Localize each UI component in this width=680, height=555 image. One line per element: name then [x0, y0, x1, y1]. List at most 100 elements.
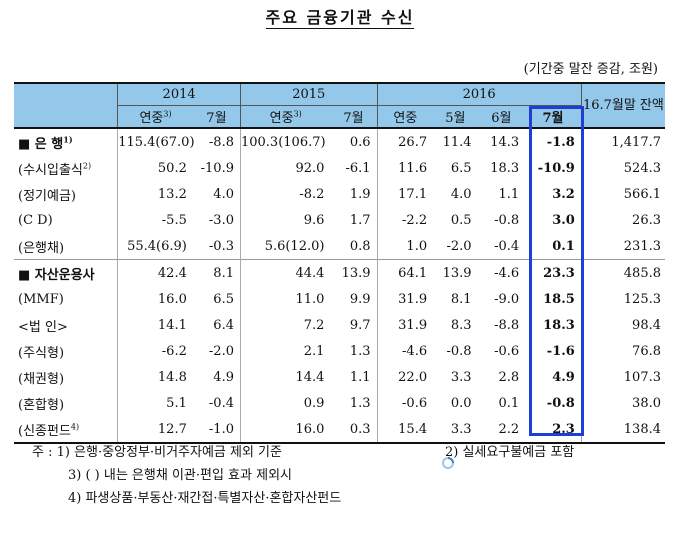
table-cell: 6.5 — [192, 286, 241, 312]
table-row: <법 인> 14.1 6.4 7.2 9.7 31.9 8.3 -8.8 18.3 98.4 — [14, 312, 665, 338]
table-cell: 5.1 — [166, 395, 187, 411]
footnote-3: 3) ( ) 내는 은행채 이관·편입 효과 제외시 — [68, 468, 292, 483]
table-cell: 18.3 — [525, 312, 582, 338]
table-row: ■ 은 행1) 115.4(67.0) -8.8 100.3(106.7) 0.6 26.… — [14, 127, 665, 155]
table-cell: -9.0 — [494, 291, 520, 307]
footnote-4: 4) 파생상품·부동산·재간접·특별자산·혼합자산펀드 — [68, 491, 342, 506]
header-2016-jun: 6월 — [477, 105, 526, 128]
table-cell: 231.3 — [623, 238, 661, 254]
table-cell: 0.1 — [525, 233, 582, 260]
table-cell: 4.9 — [525, 364, 582, 390]
table-cell: 6.4 — [192, 312, 241, 338]
table-cell: 15.4 — [398, 421, 428, 437]
table-cell: 6.5 — [450, 160, 472, 176]
table-cell: -0.8 — [446, 343, 472, 359]
page-title: 주요 금융기관 수신 — [265, 8, 415, 29]
header-2016-may: 5월 — [433, 105, 478, 128]
table-cell: 4.0 — [192, 181, 241, 207]
table-cell: -6.2 — [161, 343, 187, 359]
table-cell: 1.1 — [330, 364, 378, 390]
table-row: (정기예금) 13.2 4.0 -8.2 1.9 17.1 4.0 1.1 3.2 566.1 — [14, 181, 665, 207]
unit-label: (기간중 말잔 증감, 조원) — [523, 62, 658, 77]
table-cell: 524.3 — [623, 160, 661, 176]
table-cell: 14.8 — [157, 369, 187, 385]
table-cell: 16.0 — [295, 421, 325, 437]
table-cell: 26.7 — [377, 127, 434, 155]
table-cell: 11.6 — [398, 160, 428, 176]
table-cell: 12.7 — [157, 421, 187, 437]
table-cell: 100.3(106.7) — [240, 127, 331, 155]
table-cell: -10.9 — [192, 155, 241, 181]
table-cell: -0.4 — [192, 390, 241, 416]
header-year-2016: 2016 — [377, 83, 582, 106]
table-cell: -0.4 — [494, 238, 520, 254]
header-year-2015: 2015 — [240, 83, 378, 106]
table-cell: 13.9 — [330, 259, 378, 286]
footnotes: 주 : 1) 은행·중앙정부·비거주자예금 제외 기준 3) ( ) 내는 은행… — [32, 441, 341, 510]
table-cell: -4.6 — [477, 259, 526, 286]
header-2016-annual: 연중 — [377, 105, 434, 128]
table-cell: -0.6 — [494, 343, 520, 359]
row-label: (정기예금) — [14, 181, 119, 207]
table-cell: -1.6 — [525, 338, 582, 364]
table-cell: -8.2 — [299, 186, 325, 202]
table-row: (수시입출식2) 50.2 -10.9 92.0 -6.1 11.6 6.5 18.3 -10.… — [14, 155, 665, 181]
footnote-1: 주 : 1) 은행·중앙정부·비거주자예금 제외 기준 — [32, 445, 282, 460]
table-cell: 31.9 — [398, 317, 428, 333]
table-row: (혼합형) 5.1 -0.4 0.9 1.3 -0.6 0.0 0.1 -0.8 38.0 — [14, 390, 665, 416]
table-cell: 2.1 — [303, 343, 325, 359]
table-cell: 0.5 — [450, 212, 472, 228]
row-label: (채권형) — [14, 364, 119, 390]
table-row: ■ 자산운용사 42.4 8.1 44.4 13.9 64.1 13.9 -4.6 23.3 48… — [14, 259, 665, 286]
table-cell: 38.0 — [632, 395, 661, 411]
loading-cursor-icon — [442, 457, 454, 469]
table-cell: 9.6 — [303, 212, 325, 228]
deposit-table: 2014 2015 2016 16.7월말 잔액 연중3) 7월 연중3) 7월… — [14, 82, 665, 444]
table-cell: 8.1 — [450, 291, 472, 307]
header-2016-jul: 7월 — [525, 105, 582, 128]
header-year-2014: 2014 — [117, 83, 241, 106]
table-cell: 44.4 — [240, 259, 331, 286]
row-label: (주식형) — [14, 338, 119, 364]
table-cell: 1.9 — [330, 181, 378, 207]
header-2014-annual: 연중3) — [117, 105, 193, 128]
table-cell: 42.4 — [117, 259, 193, 286]
table-cell: 55.4(6.9) — [127, 238, 187, 254]
table-cell: 64.1 — [377, 259, 434, 286]
table-cell: 22.0 — [398, 369, 428, 385]
table-row: (은행채) 55.4(6.9) -0.3 5.6(12.0) 0.8 1.0 -2.0 -0.… — [14, 233, 665, 260]
table-cell: 8.3 — [450, 317, 472, 333]
table-row: (MMF) 16.0 6.5 11.0 9.9 31.9 8.1 -9.0 18.5 125.3 — [14, 286, 665, 312]
row-label: (신종펀드4) — [14, 416, 119, 443]
header-2014-jul: 7월 — [192, 105, 241, 128]
table-cell: 76.8 — [632, 343, 661, 359]
table-cell: 0.6 — [330, 127, 378, 155]
table-cell: 107.3 — [623, 369, 661, 385]
row-label: (C D) — [14, 207, 119, 233]
table-cell: 2.8 — [498, 369, 520, 385]
table-cell: 26.3 — [632, 212, 661, 228]
table-cell: 23.3 — [525, 259, 582, 286]
table-cell: 4.0 — [450, 186, 472, 202]
table-cell: 1.3 — [330, 338, 378, 364]
table-cell: 566.1 — [623, 186, 661, 202]
table-cell: 0.1 — [498, 395, 520, 411]
table-cell: 125.3 — [623, 291, 661, 307]
row-label: <법 인> — [14, 312, 119, 338]
table-cell: 9.7 — [330, 312, 378, 338]
table-cell: -2.0 — [446, 238, 472, 254]
table-cell: 3.3 — [450, 369, 472, 385]
table-cell: 2.3 — [525, 416, 582, 443]
table-row: (신종펀드4) 12.7 -1.0 16.0 0.3 15.4 3.3 2.2 2.3 138.4 — [14, 416, 665, 443]
table-cell: 2.2 — [498, 421, 520, 437]
table-cell: 0.9 — [303, 395, 325, 411]
table-cell: 0.3 — [330, 416, 378, 443]
table-cell: 18.3 — [490, 160, 520, 176]
table-cell: 8.1 — [192, 259, 241, 286]
table-cell: 13.9 — [433, 259, 478, 286]
table-cell: -8.8 — [494, 317, 520, 333]
table-cell: 16.0 — [157, 291, 187, 307]
table-cell: -10.9 — [525, 155, 582, 181]
table-row: (C D) -5.5 -3.0 9.6 1.7 -2.2 0.5 -0.8 3.0 26.3 — [14, 207, 665, 233]
table-cell: 7.2 — [303, 317, 325, 333]
